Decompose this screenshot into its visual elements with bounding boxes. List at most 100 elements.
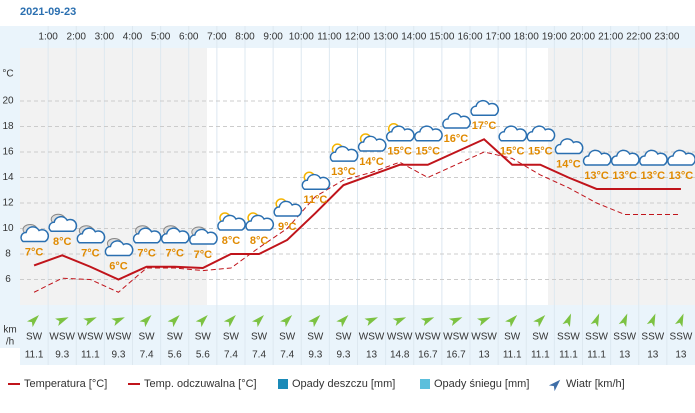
y-tick-label: 20	[2, 96, 14, 107]
cloud	[639, 149, 668, 166]
temp-label: 17°C	[472, 120, 497, 132]
cloud	[189, 228, 218, 245]
weather-icon	[610, 149, 640, 166]
wind-speed: 7.4	[280, 350, 294, 361]
night-shade	[20, 48, 207, 305]
wind-arrow	[533, 315, 546, 328]
temp-label: 15°C	[500, 146, 525, 158]
wind-direction: WSW	[443, 332, 469, 343]
temp-label: 8°C	[53, 236, 72, 248]
cloud	[357, 135, 387, 152]
legend-label: Opady śniegu [mm]	[434, 378, 529, 390]
wind-speed: 11.1	[559, 350, 578, 361]
hour-label: 23:00	[654, 32, 679, 43]
wind-direction: SW	[195, 332, 212, 343]
legend-label: Wiatr [km/h]	[566, 378, 625, 390]
cloud	[470, 99, 500, 116]
weather-icon	[273, 198, 303, 217]
cloud	[217, 214, 246, 231]
wind-direction: WSW	[49, 332, 75, 343]
wind-speed: 13	[675, 350, 687, 361]
wind-speed: 14.8	[390, 350, 410, 361]
wind-arrow	[476, 317, 491, 327]
hour-label: 4:00	[123, 32, 143, 43]
wind-arrow	[111, 317, 125, 327]
legend-swatch	[548, 379, 561, 392]
wind-speed: 7.4	[224, 350, 238, 361]
wind-speed: 13	[366, 350, 378, 361]
wind-arrow	[674, 313, 684, 328]
wind-arrow	[280, 315, 293, 328]
hour-band	[0, 26, 695, 48]
wind-arrow	[139, 315, 152, 328]
wind-direction: SSW	[613, 332, 636, 343]
temp-label: 13°C	[331, 166, 356, 178]
wind-direction: SSW	[641, 332, 664, 343]
temp-label: 13°C	[584, 170, 609, 182]
wind-speed: 16.7	[418, 350, 438, 361]
wind-speed: 9.3	[308, 350, 322, 361]
wind-arrow	[505, 315, 518, 328]
legend-label: Opady deszczu [mm]	[292, 378, 395, 390]
weather-icon	[667, 149, 695, 166]
temperature-line	[33, 138, 681, 281]
temp-label: 13°C	[641, 170, 666, 182]
wind-direction: SW	[335, 332, 352, 343]
wind-direction: SW	[504, 332, 521, 343]
wind-direction: SW	[532, 332, 549, 343]
legend-swatch	[278, 379, 288, 389]
axis-band	[0, 48, 20, 348]
cloud	[20, 226, 50, 243]
hour-label: 16:00	[457, 32, 482, 43]
wind-direction: WSW	[387, 332, 413, 343]
wind-arrow	[562, 313, 572, 328]
wind-arrow	[420, 317, 435, 327]
hour-label: 6:00	[179, 32, 199, 43]
temp-label: 15°C	[387, 146, 412, 158]
wind-speed: 7.4	[252, 350, 266, 361]
temp-label: 8°C	[222, 235, 241, 247]
wind-arrow	[251, 315, 265, 328]
hour-label: 8:00	[235, 32, 255, 43]
temp-label: 16°C	[444, 133, 469, 145]
wind-speed: 11.1	[25, 350, 44, 361]
weather-icon	[442, 112, 471, 129]
cloud	[76, 227, 106, 244]
temp-label: 11°C	[303, 194, 327, 206]
weather-icon	[414, 125, 443, 142]
cloud	[498, 125, 528, 142]
weather-icon	[470, 99, 500, 116]
wind-speed: 16.7	[446, 350, 466, 361]
y-tick-label: 8	[5, 249, 11, 260]
weather-icon	[526, 125, 556, 142]
wind-speed: 9.3	[55, 350, 69, 361]
night-shade	[548, 48, 695, 305]
hour-label: 11:00	[317, 32, 342, 43]
wind-arrow	[618, 313, 628, 328]
weather-icon	[20, 223, 50, 243]
wind-direction: SSW	[557, 332, 580, 343]
wind-arrow	[364, 317, 379, 327]
temp-label: 13°C	[612, 170, 637, 182]
wind-arrow	[167, 315, 180, 328]
wind-speed: 9.3	[111, 350, 125, 361]
weather-icon	[554, 138, 584, 155]
hour-label: 2:00	[67, 32, 87, 43]
cloud	[160, 227, 190, 244]
weather-icon	[301, 171, 331, 190]
y-axis-label: °C	[2, 69, 13, 80]
temp-label: 7°C	[81, 248, 100, 260]
wind-direction: SW	[139, 332, 156, 343]
wind-speed: 11.1	[531, 350, 550, 361]
wind-direction: WSW	[415, 332, 441, 343]
cloud	[245, 214, 275, 231]
legend-label: Temp. odczuwalna [°C]	[144, 378, 257, 390]
weather-icon	[498, 125, 528, 142]
hour-label: 22:00	[626, 32, 651, 43]
weather-icon	[357, 133, 387, 152]
temp-label: 9°C	[278, 221, 297, 233]
wind-arrow	[336, 315, 349, 328]
wind-direction: SW	[26, 332, 43, 343]
wind-arrow	[448, 317, 463, 327]
weather-icon	[639, 149, 668, 166]
